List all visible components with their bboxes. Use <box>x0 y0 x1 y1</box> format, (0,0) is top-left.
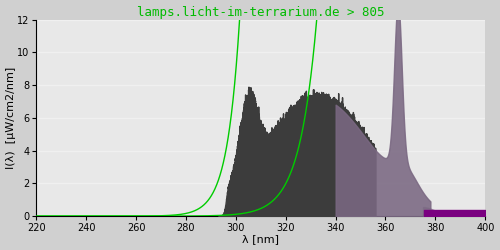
Y-axis label: I(λ)  [μW/cm2/nm]: I(λ) [μW/cm2/nm] <box>6 67 16 169</box>
X-axis label: λ [nm]: λ [nm] <box>242 234 280 244</box>
Title: lamps.licht-im-terrarium.de > 805: lamps.licht-im-terrarium.de > 805 <box>137 6 384 18</box>
